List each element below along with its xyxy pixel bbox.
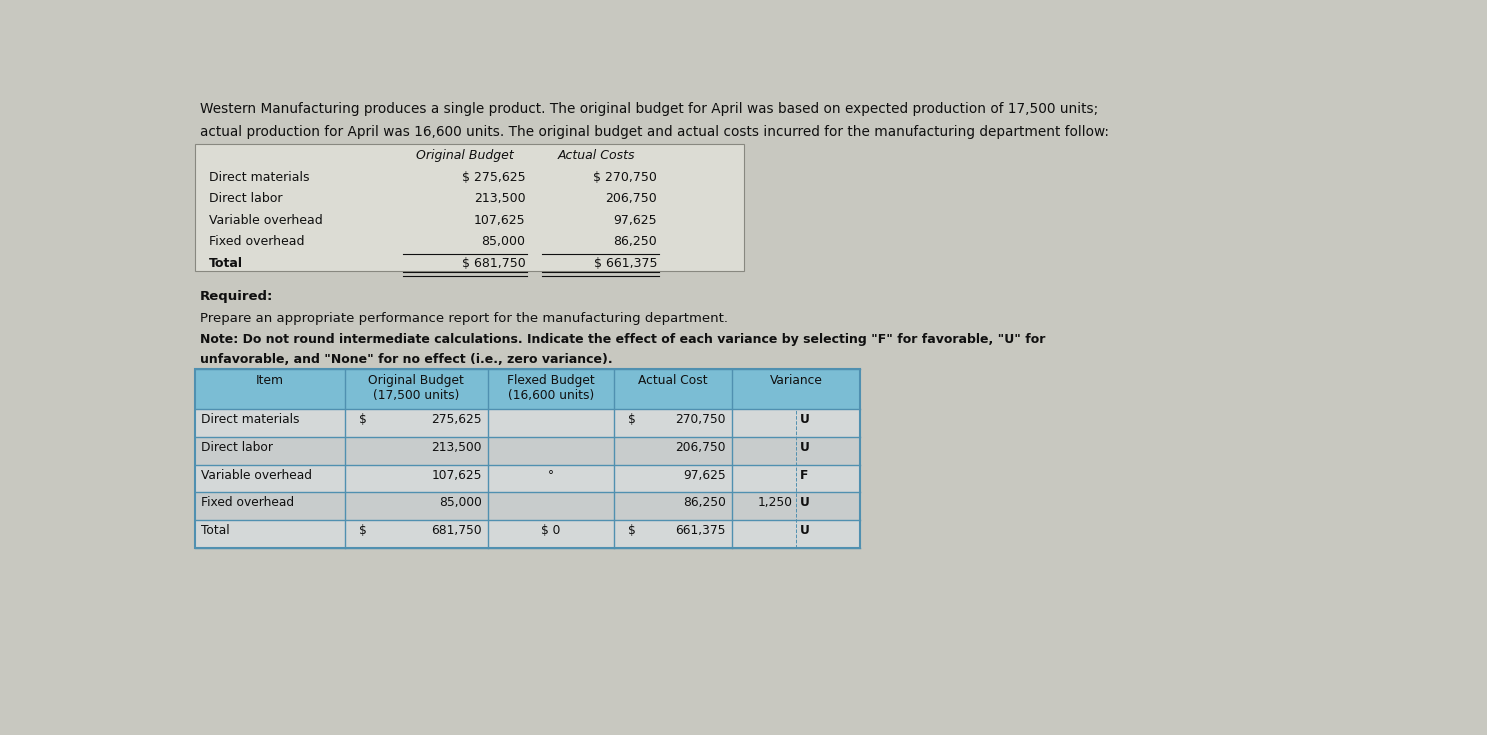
- Text: 213,500: 213,500: [474, 192, 525, 205]
- Text: $: $: [628, 413, 635, 426]
- Bar: [195, 492, 859, 520]
- Text: actual production for April was 16,600 units. The original budget and actual cos: actual production for April was 16,600 u…: [199, 125, 1109, 139]
- Text: 107,625: 107,625: [474, 214, 525, 226]
- Bar: [195, 143, 744, 271]
- Text: $ 270,750: $ 270,750: [593, 171, 657, 184]
- Text: Total: Total: [210, 257, 244, 270]
- Text: Original Budget
(17,500 units): Original Budget (17,500 units): [369, 374, 464, 402]
- Text: 213,500: 213,500: [431, 441, 482, 453]
- Text: U: U: [800, 413, 810, 426]
- Text: unfavorable, and "None" for no effect (i.e., zero variance).: unfavorable, and "None" for no effect (i…: [199, 353, 613, 366]
- Text: 681,750: 681,750: [431, 524, 482, 537]
- Text: 107,625: 107,625: [431, 469, 482, 481]
- Text: Variance: Variance: [770, 374, 822, 387]
- Text: 97,625: 97,625: [684, 469, 726, 481]
- Text: Note: Do not round intermediate calculations. Indicate the effect of each varian: Note: Do not round intermediate calculat…: [199, 333, 1045, 346]
- Text: Prepare an appropriate performance report for the manufacturing department.: Prepare an appropriate performance repor…: [199, 312, 727, 324]
- Text: Flexed Budget
(16,600 units): Flexed Budget (16,600 units): [507, 374, 595, 402]
- Text: 85,000: 85,000: [482, 235, 525, 248]
- Text: U: U: [800, 441, 810, 453]
- Text: 86,250: 86,250: [683, 496, 726, 509]
- Text: $: $: [628, 524, 635, 537]
- Text: 661,375: 661,375: [675, 524, 726, 537]
- Text: $: $: [358, 524, 366, 537]
- Text: 97,625: 97,625: [614, 214, 657, 226]
- Bar: [195, 520, 859, 548]
- Text: $ 661,375: $ 661,375: [593, 257, 657, 270]
- Text: U: U: [800, 524, 810, 537]
- Text: $: $: [358, 413, 366, 426]
- Text: 270,750: 270,750: [675, 413, 726, 426]
- Text: Item: Item: [256, 374, 284, 387]
- Text: $ 0: $ 0: [541, 524, 561, 537]
- Text: Original Budget: Original Budget: [416, 149, 513, 162]
- Bar: [195, 465, 859, 492]
- Text: 85,000: 85,000: [439, 496, 482, 509]
- Text: 275,625: 275,625: [431, 413, 482, 426]
- Text: 206,750: 206,750: [675, 441, 726, 453]
- Text: Fixed overhead: Fixed overhead: [210, 235, 305, 248]
- Text: $ 681,750: $ 681,750: [461, 257, 525, 270]
- Text: Direct materials: Direct materials: [201, 413, 300, 426]
- Bar: [195, 409, 859, 437]
- Bar: [195, 369, 859, 409]
- Text: Direct labor: Direct labor: [210, 192, 283, 205]
- Text: 206,750: 206,750: [605, 192, 657, 205]
- Text: $ 275,625: $ 275,625: [461, 171, 525, 184]
- Text: U: U: [800, 496, 810, 509]
- Text: Actual Cost: Actual Cost: [638, 374, 708, 387]
- Text: Required:: Required:: [199, 290, 274, 303]
- Text: °: °: [547, 469, 553, 481]
- Text: Variable overhead: Variable overhead: [210, 214, 323, 226]
- Text: Actual Costs: Actual Costs: [558, 149, 635, 162]
- Text: Direct materials: Direct materials: [210, 171, 309, 184]
- Text: 1,250: 1,250: [757, 496, 793, 509]
- Text: Total: Total: [201, 524, 230, 537]
- Bar: [195, 369, 859, 548]
- Text: Direct labor: Direct labor: [201, 441, 274, 453]
- Text: Western Manufacturing produces a single product. The original budget for April w: Western Manufacturing produces a single …: [199, 102, 1097, 116]
- Text: F: F: [800, 469, 809, 481]
- Text: Fixed overhead: Fixed overhead: [201, 496, 294, 509]
- Text: Variable overhead: Variable overhead: [201, 469, 312, 481]
- Bar: [195, 437, 859, 465]
- Text: 86,250: 86,250: [613, 235, 657, 248]
